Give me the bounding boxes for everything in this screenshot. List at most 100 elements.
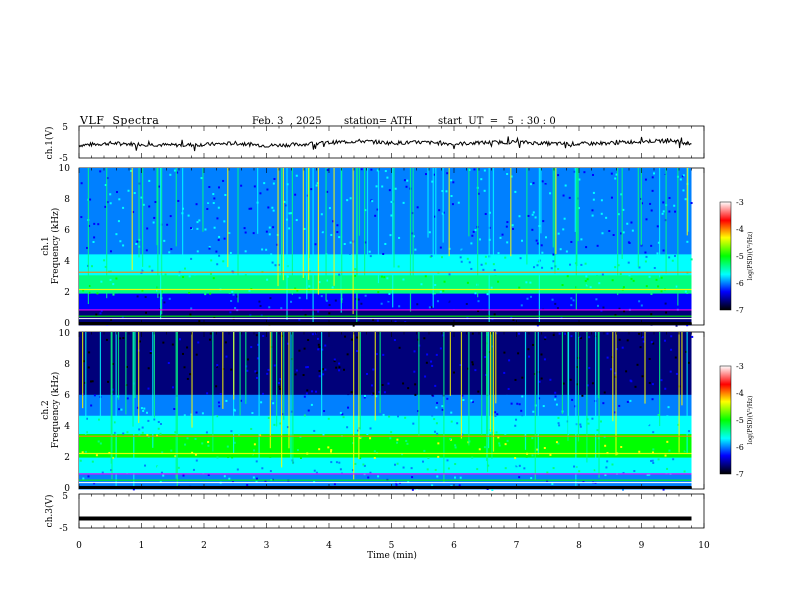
psd-speckle [645, 255, 648, 258]
psd-speckle [324, 344, 327, 347]
psd-speckle [231, 290, 234, 293]
harmonic-line [79, 309, 692, 311]
psd-speckle [394, 187, 397, 190]
psd-speckle [590, 244, 593, 247]
psd-speckle [264, 480, 267, 483]
ch1-cb-tick-3: -3 [736, 198, 744, 207]
ch3-ytick-top: 5 [62, 492, 68, 502]
psd-speckle [272, 226, 275, 229]
psd-speckle [462, 399, 465, 402]
psd-speckle [103, 259, 106, 262]
ch1-spectrogram-ticks [78, 168, 705, 325]
psd-speckle [393, 339, 396, 342]
psd-speckle [647, 281, 650, 284]
psd-speckle [299, 435, 302, 438]
psd-speckle [305, 366, 308, 369]
psd-speckle [436, 475, 439, 478]
psd-speckle [503, 351, 506, 354]
sferic-streak [111, 332, 113, 480]
psd-speckle [521, 395, 524, 398]
psd-speckle [609, 217, 612, 220]
psd-speckle [462, 441, 465, 444]
psd-speckle [148, 265, 151, 268]
psd-speckle [228, 453, 231, 456]
psd-speckle [123, 345, 126, 348]
psd-speckle [561, 297, 564, 300]
sferic-streak [159, 168, 162, 320]
psd-speckle [470, 267, 473, 270]
psd-speckle [422, 460, 425, 463]
psd-speckle [674, 342, 677, 345]
psd-speckle [143, 427, 146, 430]
ch1-cb-tick-7: -7 [736, 306, 744, 315]
psd-speckle [109, 193, 112, 196]
psd-speckle [675, 369, 678, 372]
psd-speckle [533, 352, 536, 355]
psd-speckle [139, 262, 142, 265]
psd-speckle [544, 184, 547, 187]
psd-speckle [648, 473, 651, 476]
psd-speckle [259, 304, 262, 307]
psd-speckle [199, 242, 202, 245]
psd-speckle [270, 253, 273, 256]
psd-speckle [406, 179, 409, 182]
psd-speckle [111, 388, 114, 391]
psd-speckle [344, 335, 347, 338]
psd-speckle [255, 376, 258, 379]
psd-speckle [501, 368, 504, 371]
psd-speckle [618, 338, 621, 341]
psd-speckle [266, 278, 269, 281]
psd-speckle [374, 214, 377, 217]
psd-speckle [350, 391, 353, 394]
psd-speckle [210, 384, 213, 387]
psd-speckle [572, 299, 575, 302]
psd-speckle [668, 196, 671, 199]
psd-speckle [591, 382, 594, 385]
psd-speckle [494, 414, 497, 417]
psd-speckle [303, 227, 306, 230]
psd-speckle [321, 348, 324, 351]
psd-speckle [628, 274, 631, 277]
psd-speckle [447, 299, 450, 302]
psd-speckle [638, 450, 641, 453]
sferic-streak [245, 332, 247, 404]
psd-speckle [511, 224, 514, 227]
psd-speckle [252, 390, 255, 393]
psd-band [79, 352, 692, 357]
psd-speckle [673, 220, 676, 223]
time-tick-label: 9 [639, 541, 645, 551]
psd-speckle [549, 192, 552, 195]
psd-speckle [115, 343, 118, 346]
psd-speckle [390, 200, 393, 203]
psd-speckle [435, 353, 438, 356]
sferic-streak [481, 332, 483, 435]
psd-band [79, 376, 692, 380]
psd-band [79, 334, 692, 338]
psd-speckle [134, 301, 137, 304]
psd-speckle [527, 348, 530, 351]
psd-speckle [430, 306, 433, 309]
psd-speckle [654, 467, 657, 470]
psd-speckle [388, 292, 391, 295]
psd-speckle [320, 295, 323, 298]
psd-band [79, 249, 692, 253]
psd-speckle [439, 347, 442, 350]
psd-speckle [573, 465, 576, 468]
psd-speckle [389, 234, 392, 237]
psd-speckle [196, 227, 199, 230]
psd-speckle [652, 461, 655, 464]
psd-speckle [605, 216, 608, 219]
psd-speckle [149, 350, 152, 353]
psd-speckle [212, 193, 215, 196]
psd-speckle [647, 199, 650, 202]
psd-speckle [360, 168, 363, 171]
psd-speckle [294, 193, 297, 196]
psd-speckle [530, 205, 533, 208]
psd-speckle [106, 380, 109, 383]
psd-speckle [403, 373, 406, 376]
psd-speckle [313, 469, 316, 472]
psd-speckle [314, 243, 317, 246]
psd-speckle [207, 201, 210, 204]
psd-speckle [562, 194, 565, 197]
psd-speckle [466, 187, 469, 190]
